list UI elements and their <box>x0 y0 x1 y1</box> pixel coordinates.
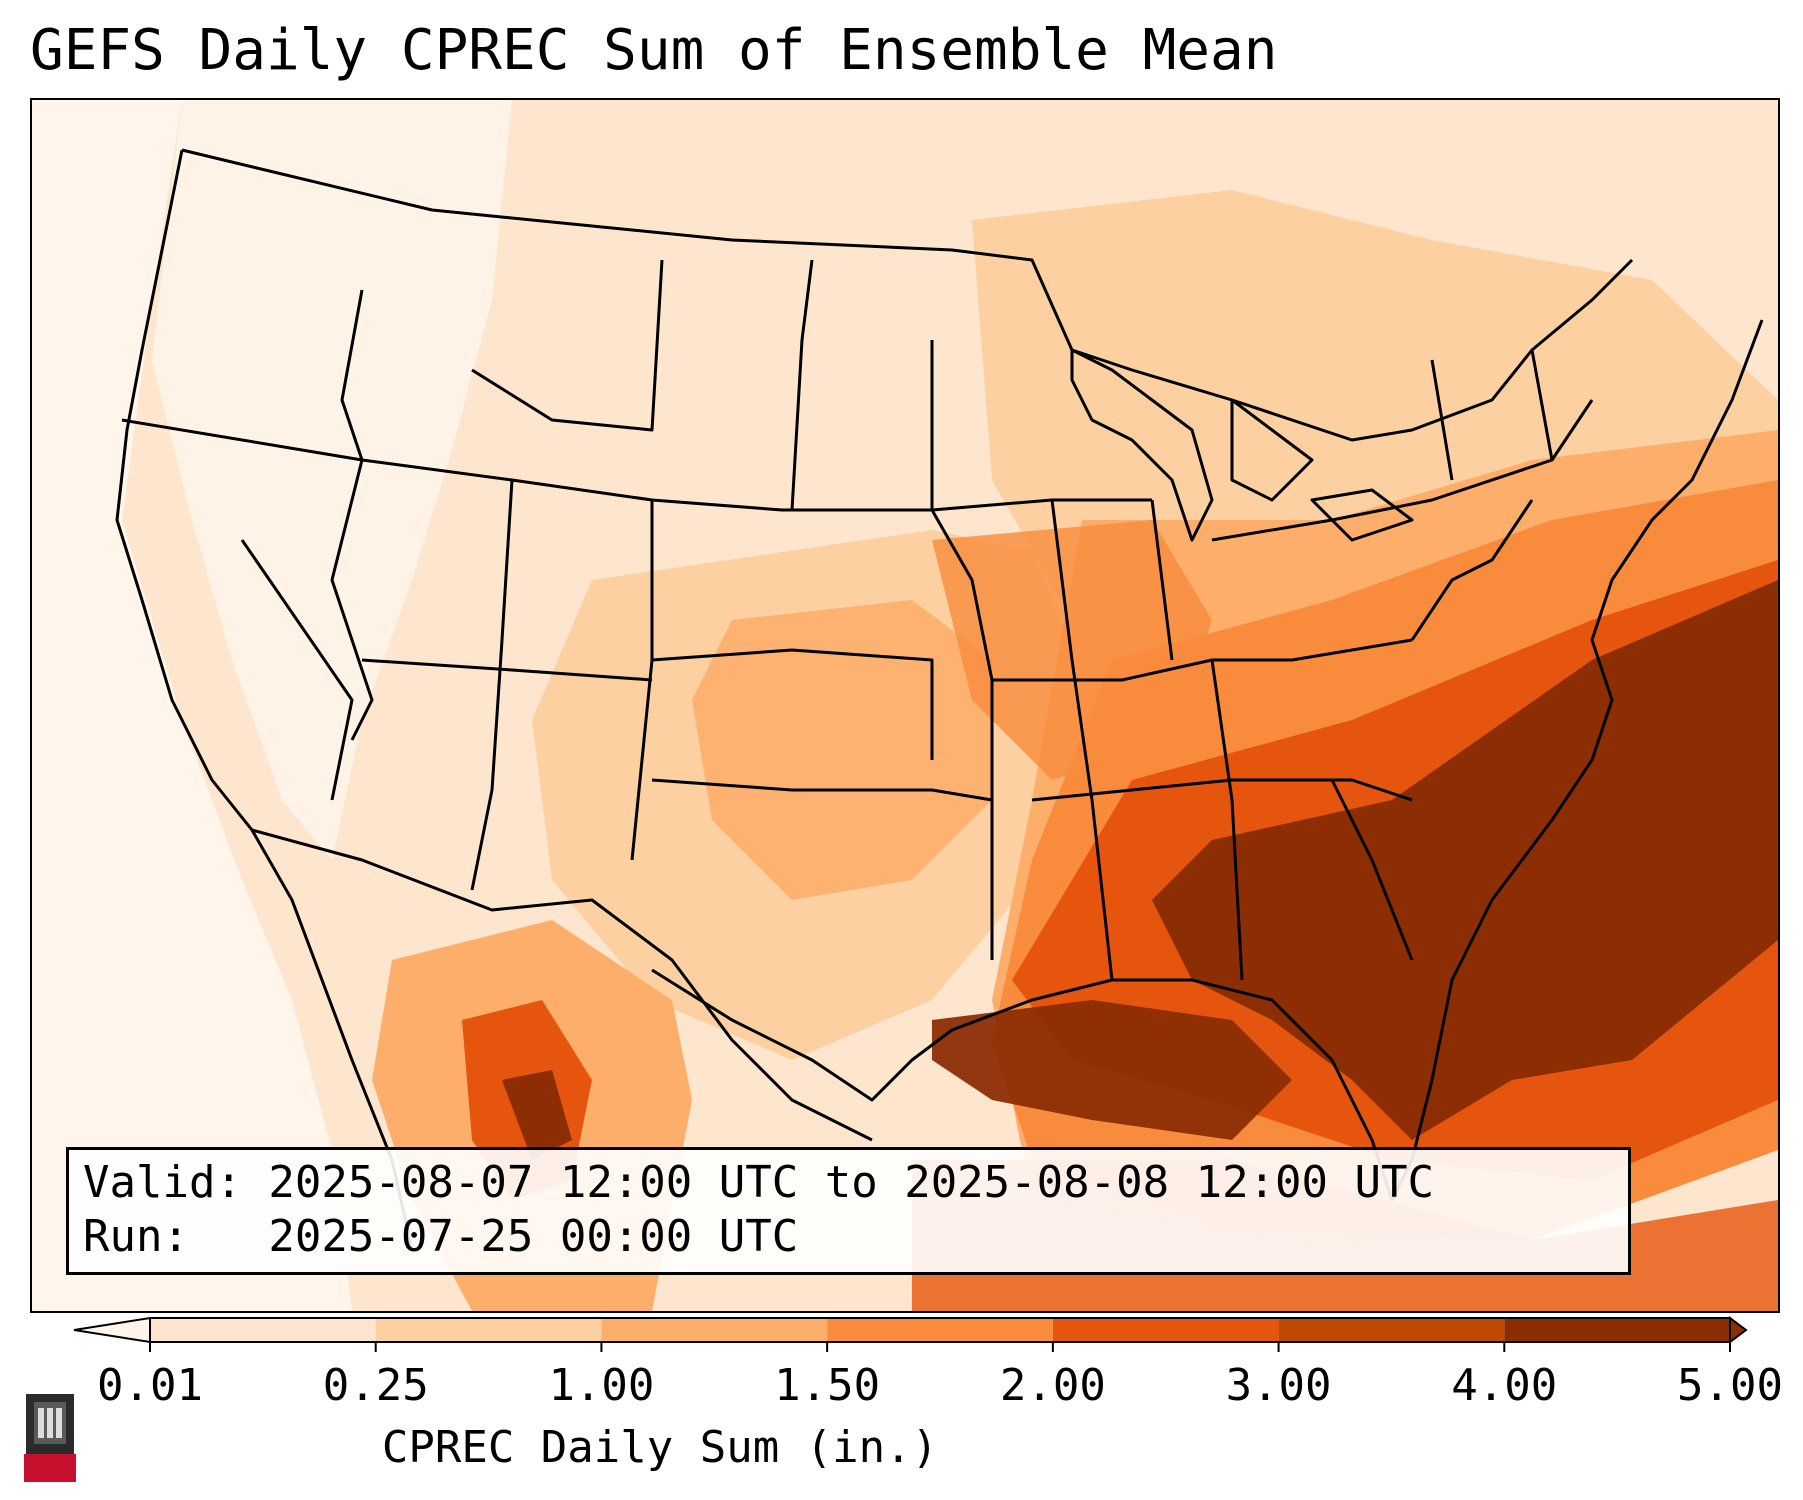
great-lakes <box>1070 348 1214 542</box>
colorbar-segment <box>1052 1318 1279 1342</box>
border-us-mexico <box>251 828 873 1142</box>
colorbar-segment <box>601 1318 828 1342</box>
field-plains-patches <box>692 600 992 900</box>
colorbar-extend-max <box>1729 1316 1748 1344</box>
colorbar-segment <box>1504 1318 1730 1342</box>
colorbar-label: CPREC Daily Sum (in.) <box>381 1422 939 1473</box>
colorbar-tick-label: 4.00 <box>1451 1360 1558 1411</box>
colorbar-outline <box>149 1317 1731 1343</box>
field-gulf-max <box>932 1000 1292 1140</box>
colorbar-tick-label: 0.25 <box>322 1360 429 1411</box>
colorbar-segment <box>1278 1318 1505 1342</box>
colorbar-segment <box>827 1318 1053 1342</box>
colorbar-extend-min <box>73 1316 151 1344</box>
coastline-west <box>115 149 414 1251</box>
colorbar <box>73 1316 1748 1352</box>
field-pacific-light <box>32 100 352 1311</box>
colorbar-tick-label: 1.50 <box>774 1360 881 1411</box>
field-southeast-max <box>1152 580 1778 1140</box>
colorbar-tick-label: 0.01 <box>97 1360 203 1411</box>
colorbar-tick-label: 1.00 <box>548 1360 655 1411</box>
field-west-light <box>152 100 512 860</box>
border-us-canada <box>181 148 1634 442</box>
coastline-east <box>1430 319 1764 1081</box>
colorbar-tick-label: 5.00 <box>1677 1360 1783 1411</box>
niu-logo <box>24 1394 76 1482</box>
precipitation-map <box>30 98 1780 1313</box>
colorbar-segment <box>150 1318 376 1342</box>
valid-run-info-box: Valid: 2025-08-07 12:00 UTC to 2025-08-0… <box>66 1147 1631 1275</box>
colorbar-segment <box>375 1318 602 1342</box>
colorbar-tick-label: 2.00 <box>999 1360 1106 1411</box>
map-title: GEFS Daily CPREC Sum of Ensemble Mean <box>30 18 1278 83</box>
field-mexico-max <box>502 1070 572 1160</box>
run-time-text: Run: 2025-07-25 00:00 UTC <box>83 1211 799 1262</box>
valid-time-text: Valid: 2025-08-07 12:00 UTC to 2025-08-0… <box>83 1157 1435 1208</box>
colorbar-tick-label: 3.00 <box>1225 1360 1332 1411</box>
